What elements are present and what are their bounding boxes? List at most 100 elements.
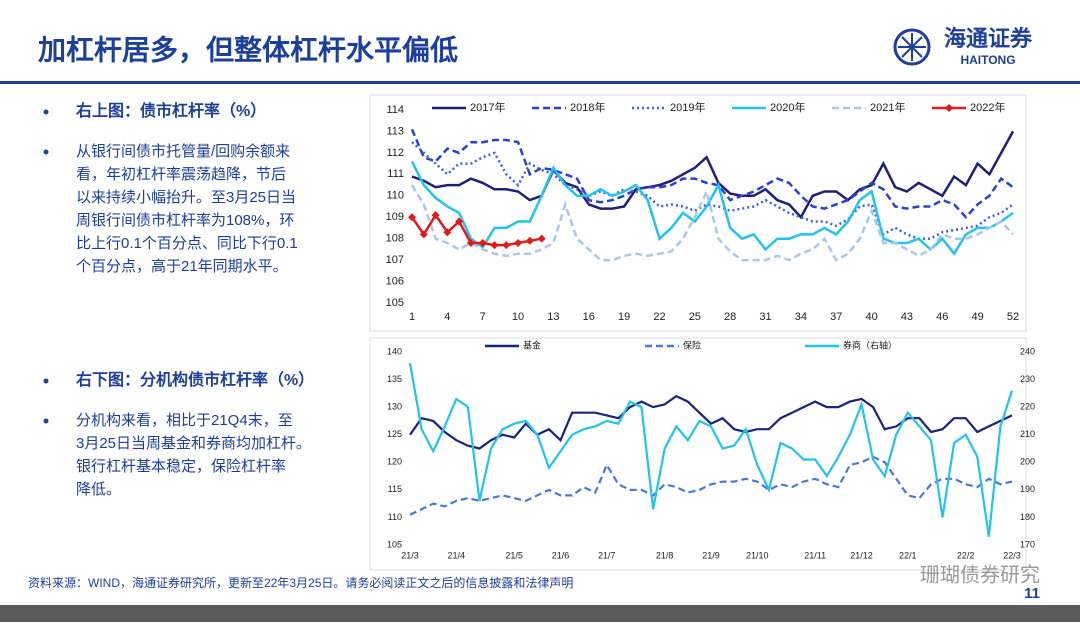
- y-tick-label: 110: [388, 512, 402, 522]
- note-line: 看，年初杠杆率震荡趋降，节后: [76, 166, 286, 183]
- x-tick-label: 28: [724, 311, 736, 323]
- y2-tick-label: 220: [1020, 402, 1035, 412]
- y2-tick-label: 230: [1020, 374, 1035, 384]
- series-line: [410, 184, 1014, 262]
- x-tick-label: 40: [865, 311, 877, 323]
- watermark: 珊瑚债券研究: [920, 563, 1040, 586]
- note-line: 周银行间债市杠杆率为108%，环: [76, 212, 294, 229]
- logo-icon: [893, 28, 931, 66]
- series-line: [410, 128, 1014, 220]
- logo-icon-lines: [898, 33, 926, 61]
- series-line: [411, 130, 1015, 220]
- x-tick-label: 21/5: [505, 550, 523, 560]
- y-tick-label: 110: [386, 190, 404, 202]
- page-number: 11: [1024, 585, 1040, 602]
- x-tick-label: 46: [936, 311, 948, 323]
- marker: [514, 238, 523, 247]
- legend-label: 基金: [523, 339, 541, 350]
- y-tick-label: 125: [387, 429, 402, 439]
- y-tick-label: 108: [386, 233, 404, 245]
- y2-tick-label: 210: [1020, 429, 1035, 439]
- notes: 右上图：债市杠杆率（%） 从银行间债市托管量/回购余额来看，年初杠杆率震荡趋降，节…: [43, 101, 314, 498]
- x-tick-label: 21/9: [702, 550, 720, 560]
- y-tick-label: 105: [386, 297, 404, 309]
- y-tick-label: 113: [386, 125, 404, 137]
- x-tick-label: 49: [972, 311, 984, 323]
- x-tick-label: 1: [409, 311, 415, 323]
- note-heading: 右上图：债市杠杆率（%）: [76, 101, 266, 120]
- source-note: 资料来源：WIND，海通证券研究所，更新至22年3月25日。请务必阅读正文之后的…: [28, 575, 573, 590]
- x-tick-label: 16: [583, 311, 595, 323]
- x-tick-label: 19: [618, 311, 630, 323]
- marker: [431, 211, 440, 220]
- bottom-chart-frame: [369, 337, 1027, 571]
- note-line: 个百分点，高于21年同期水平。: [76, 258, 288, 275]
- legend-label: 2021年: [870, 100, 905, 114]
- note-line: 从银行间债市托管量/回购余额来: [76, 142, 290, 160]
- marker: [408, 213, 416, 222]
- footer-bar: [0, 605, 1080, 622]
- charts: 105 106 107 108 109 110 111 112 113 114 1 4 7 10 13 16 1…: [386, 100, 1035, 560]
- marker: [537, 234, 546, 243]
- x-tick-label: 22/1: [899, 550, 917, 560]
- note-heading: 右下图：分机构债市杠杆率（%）: [76, 370, 314, 389]
- bullet: [43, 109, 49, 115]
- legend-marker: [945, 104, 953, 112]
- marker: [443, 228, 452, 237]
- legend-label: 2020年: [770, 100, 805, 114]
- header-rule: [0, 81, 1080, 84]
- y2-tick-label: 180: [1020, 512, 1035, 522]
- logo-en: HAITONG: [960, 53, 1015, 67]
- x-tick-label: 31: [759, 311, 771, 323]
- y2-tick-label: 170: [1020, 539, 1035, 549]
- marker: [525, 236, 534, 245]
- marker: [490, 241, 499, 250]
- y2-tick-label: 240: [1020, 346, 1035, 356]
- bullet: [43, 149, 49, 155]
- x-tick-label: 52: [1007, 311, 1019, 323]
- y-tick-label: 135: [387, 374, 402, 384]
- legend-label: 2017年: [470, 100, 505, 114]
- legend-label: 券商（右轴）: [843, 339, 897, 350]
- x-tick-label: 21/3: [401, 550, 419, 560]
- x-tick-label: 21/7: [598, 550, 616, 560]
- marker: [502, 241, 511, 250]
- marker: [455, 217, 464, 226]
- x-tick-label: 21/11: [804, 550, 826, 560]
- y-tick-label: 140: [387, 346, 402, 356]
- note-line: 3月25日当周基金和券商均加杠杆。: [76, 435, 311, 452]
- x-tick-label: 37: [830, 311, 842, 323]
- y-tick-label: 114: [386, 104, 404, 116]
- slide-title: 加杠杆居多，但整体杠杆水平偏低: [38, 34, 458, 65]
- x-tick-label: 21/10: [746, 550, 769, 560]
- logo-cn: 海通证券: [944, 26, 1033, 51]
- bullet: [43, 418, 49, 424]
- x-tick-label: 7: [480, 311, 486, 323]
- y-tick-label: 105: [387, 539, 402, 549]
- note-line: 银行杠杆基本稳定，保险杠杆率: [76, 458, 286, 475]
- x-tick-label: 13: [547, 311, 559, 323]
- y-tick-label: 111: [387, 168, 404, 180]
- top-chart-frame: [369, 94, 1027, 332]
- y-tick-label: 130: [387, 402, 402, 412]
- logo: 海通证券 HAITONG: [893, 26, 1033, 67]
- x-tick-label: 4: [444, 311, 450, 323]
- note-line: 分机构来看，相比于21Q4末，至: [76, 412, 293, 429]
- x-tick-label: 21/12: [850, 550, 873, 560]
- marker: [419, 230, 428, 239]
- series-line: [410, 160, 1014, 256]
- y-tick-label: 112: [386, 147, 404, 159]
- y-tick-label: 120: [387, 457, 402, 467]
- marker: [466, 238, 475, 247]
- x-tick-label: 21/6: [552, 550, 570, 560]
- x-tick-label: 22: [653, 311, 665, 323]
- x-tick-label: 22/3: [1003, 550, 1021, 560]
- x-tick-label: 25: [689, 311, 701, 323]
- y-tick-label: 106: [386, 275, 404, 287]
- x-tick-label: 43: [901, 311, 913, 323]
- y-tick-label: 107: [386, 254, 404, 266]
- y-tick-label: 115: [388, 484, 402, 494]
- x-tick-label: 21/4: [448, 550, 466, 560]
- note-line: 比上行0.1个百分点、同比下行0.1: [76, 235, 298, 252]
